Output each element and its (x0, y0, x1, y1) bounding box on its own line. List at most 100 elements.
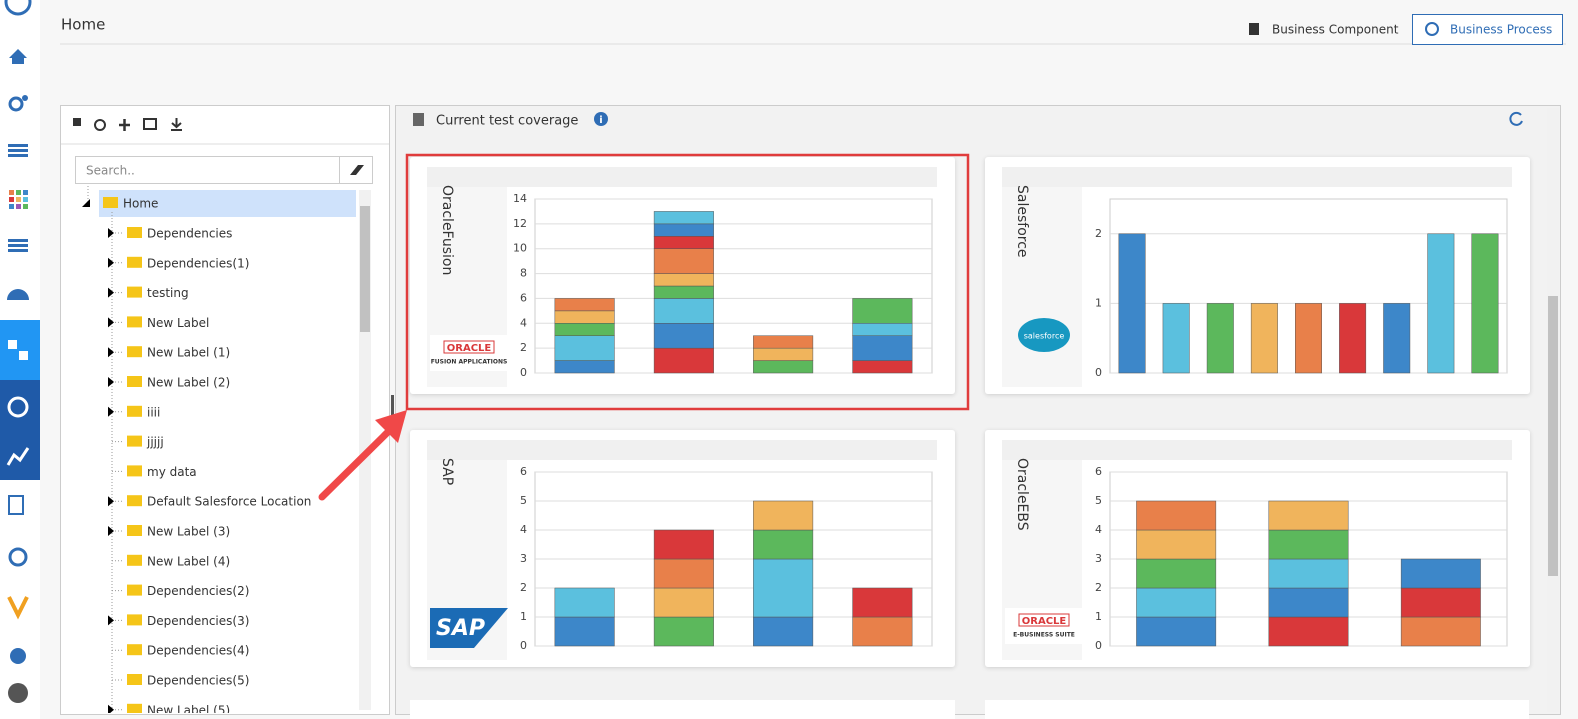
tree-node[interactable]: Dependencies(3) (147, 614, 249, 628)
tree-node[interactable]: jjjjj (146, 435, 164, 449)
nav-analytics[interactable] (6, 447, 30, 466)
search-placeholder: Search.. (86, 164, 135, 178)
expand-toggle[interactable] (108, 347, 114, 358)
scroll-thumb[interactable] (1548, 296, 1558, 576)
selected-node[interactable] (99, 190, 356, 217)
nav-gear[interactable] (10, 648, 26, 664)
nav-help[interactable] (7, 396, 29, 418)
expand-toggle[interactable] (108, 615, 114, 626)
logo-subtext: FUSION APPLICATIONS (431, 359, 508, 366)
bar-segment (653, 285, 714, 299)
nav-list[interactable] (8, 144, 28, 157)
bar (1471, 233, 1499, 374)
bar-segment (1400, 558, 1481, 589)
card (985, 700, 1529, 719)
bar-segment (653, 587, 714, 618)
y-tick-label: 1 (1095, 610, 1102, 623)
bar-segment (1268, 558, 1349, 589)
bar-segment (653, 323, 714, 349)
scroll-thumb[interactable] (360, 206, 370, 332)
tree-node[interactable]: Dependencies(2) (147, 584, 249, 598)
nav-report[interactable] (8, 495, 24, 515)
search-box[interactable] (75, 156, 340, 184)
nav-grid[interactable] (9, 190, 28, 209)
bar-segment (1268, 529, 1349, 560)
folder-icon (127, 525, 142, 536)
folder-icon (127, 614, 142, 626)
y-tick-label: 5 (520, 494, 527, 507)
tree-node[interactable]: New Label (4) (147, 554, 230, 568)
folder-icon (127, 346, 142, 358)
tab-icon (1425, 22, 1439, 36)
y-tick-label: 0 (1095, 366, 1102, 379)
expand-toggle[interactable] (108, 317, 114, 328)
bar-segment (852, 335, 913, 361)
chart-card: OracleEBS ORACLE E-BUSINESS SUITE 0 1 2 3 4 5 6 (985, 430, 1530, 667)
tab[interactable]: Business Process (1450, 23, 1552, 37)
tree-node[interactable]: New Label (147, 316, 209, 330)
expand-toggle[interactable] (108, 287, 114, 298)
tree-node[interactable]: New Label (2) (147, 376, 230, 390)
move[interactable] (143, 118, 157, 130)
tree-node[interactable]: iiii (147, 405, 160, 419)
highlight-box (405, 153, 970, 411)
tree-node[interactable]: my data (147, 465, 197, 479)
download[interactable] (171, 118, 182, 131)
expand-toggle[interactable] (108, 526, 114, 536)
tree-node[interactable]: Dependencies(1) (147, 256, 249, 270)
folder-icon (127, 674, 142, 685)
bar-segment (852, 360, 913, 374)
expand-toggle[interactable] (108, 228, 114, 238)
chart-card: SAP SAP 0 1 2 3 4 5 6 (410, 430, 955, 667)
bar-segment (1400, 587, 1481, 618)
nav-list-2[interactable] (8, 239, 28, 252)
splitter[interactable] (391, 395, 394, 415)
chart-title: OracleEBS (1014, 458, 1030, 531)
y-tick-label: 2 (1095, 581, 1102, 594)
folder-icon (127, 227, 142, 238)
y-tick-label: 6 (520, 291, 527, 304)
info-icon[interactable] (594, 112, 608, 126)
tree-node[interactable]: Dependencies (147, 227, 232, 241)
tree-node[interactable]: Dependencies(5) (147, 674, 249, 688)
collapse-toggle[interactable] (82, 199, 90, 207)
expand-toggle[interactable] (108, 257, 114, 268)
expand-toggle[interactable] (108, 406, 114, 417)
page-title: Home (61, 16, 105, 34)
nav-v[interactable] (7, 596, 29, 620)
tree-node[interactable]: Default Salesforce Location (147, 495, 311, 509)
expand-toggle[interactable] (108, 496, 114, 507)
logo-cloud (1018, 318, 1070, 352)
bar-segment (753, 529, 814, 560)
nav-settings[interactable] (8, 96, 24, 112)
nav-config[interactable] (8, 547, 28, 567)
pin[interactable] (73, 118, 81, 126)
tab[interactable]: Business Component (1272, 23, 1399, 37)
bar-segment (554, 587, 615, 618)
y-tick-label: 12 (513, 217, 527, 230)
add[interactable] (119, 119, 130, 131)
y-tick-label: 14 (513, 192, 527, 205)
tree-node[interactable]: Dependencies(4) (147, 644, 249, 658)
card-header (1002, 440, 1512, 460)
nav-active[interactable] (0, 320, 40, 380)
tree-node[interactable]: testing (147, 286, 189, 300)
y-tick-label: 4 (520, 316, 527, 329)
bar-segment (653, 298, 714, 324)
tree-node[interactable]: New Label (1) (147, 346, 230, 360)
avatar[interactable] (8, 683, 28, 703)
tree-node[interactable]: Home (123, 197, 158, 211)
nav-dashboard[interactable] (7, 289, 29, 300)
refresh[interactable] (94, 119, 106, 131)
chart-card: Salesforce salesforce 0 1 2 (985, 157, 1530, 394)
bar-segment (852, 587, 913, 618)
logo-text: salesforce (1024, 332, 1065, 341)
nav-group (0, 380, 40, 480)
tree-node[interactable]: New Label (5) (147, 703, 230, 717)
expand-toggle[interactable] (108, 377, 114, 387)
tree-node[interactable]: New Label (3) (147, 525, 230, 539)
expand-toggle[interactable] (108, 704, 114, 715)
logo-text: ORACLE (447, 343, 492, 354)
reload[interactable] (1509, 111, 1523, 126)
nav-home[interactable] (9, 49, 27, 64)
